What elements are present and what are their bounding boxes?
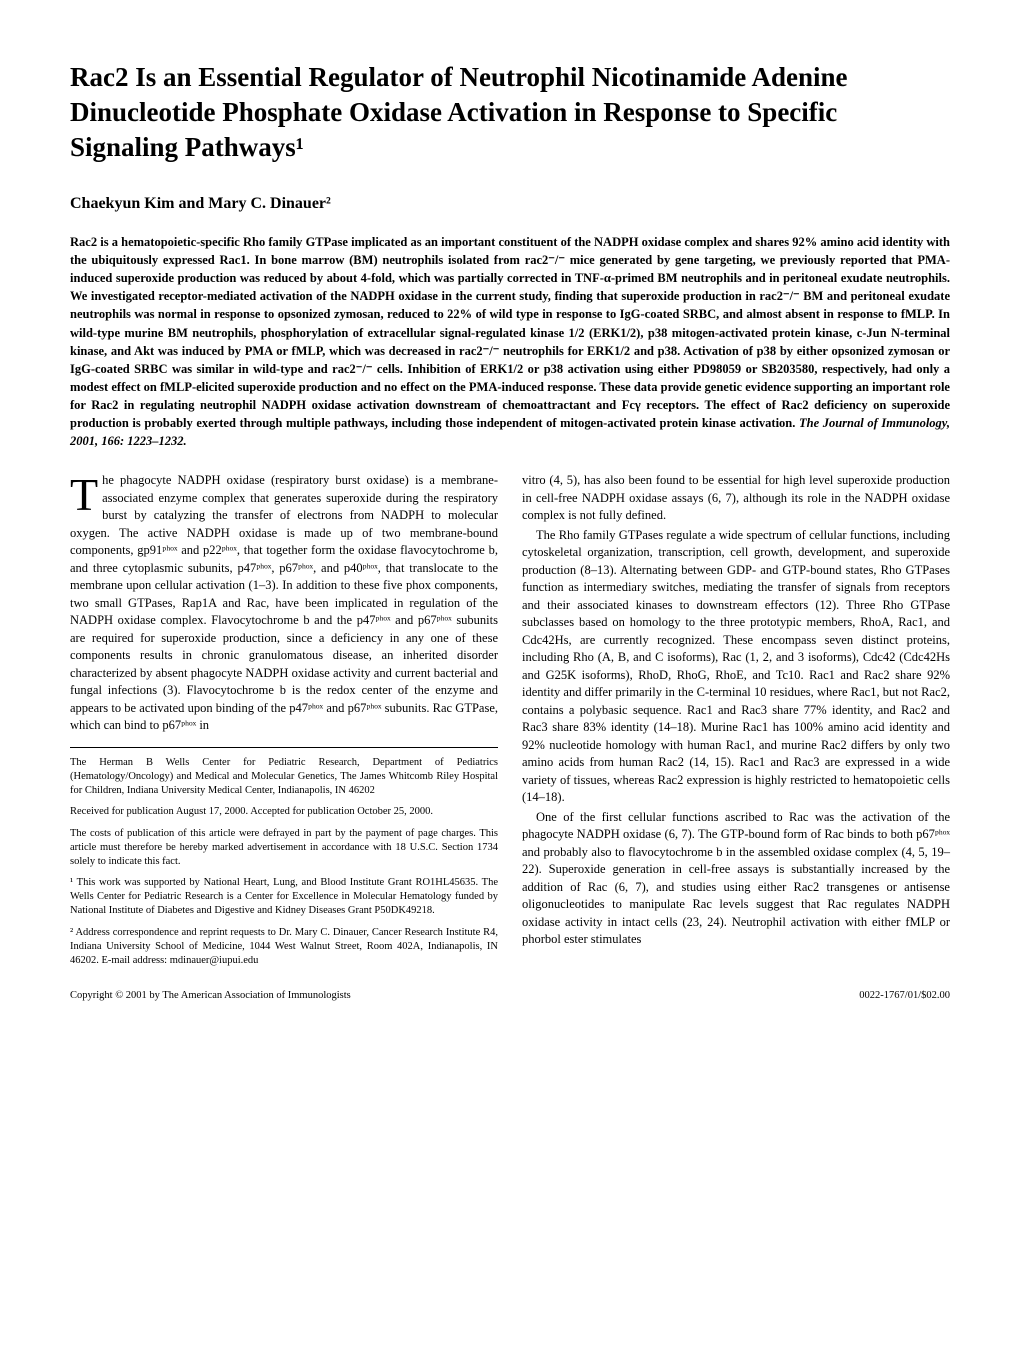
drop-cap: T (70, 472, 102, 514)
body-columns: The phagocyte NADPH oxidase (respiratory… (70, 472, 950, 975)
footnotes: The Herman B Wells Center for Pediatric … (70, 747, 498, 968)
issn-price: 0022-1767/01/$02.00 (859, 989, 950, 1003)
footnote: Received for publication August 17, 2000… (70, 805, 498, 819)
abstract-text: Rac2 is a hematopoietic-specific Rho fam… (70, 235, 950, 430)
left-column: The phagocyte NADPH oxidase (respiratory… (70, 472, 498, 975)
footnote: ¹ This work was supported by National He… (70, 876, 498, 919)
page-footer: Copyright © 2001 by The American Associa… (70, 989, 950, 1003)
body-text: he phagocyte NADPH oxidase (respiratory … (70, 473, 498, 732)
copyright: Copyright © 2001 by The American Associa… (70, 989, 351, 1003)
article-title: Rac2 Is an Essential Regulator of Neutro… (70, 60, 950, 165)
body-paragraph: The Rho family GTPases regulate a wide s… (522, 527, 950, 807)
footnote: ² Address correspondence and reprint req… (70, 926, 498, 969)
body-paragraph: The phagocyte NADPH oxidase (respiratory… (70, 472, 498, 735)
footnote: The costs of publication of this article… (70, 827, 498, 870)
footnote: The Herman B Wells Center for Pediatric … (70, 756, 498, 799)
authors: Chaekyun Kim and Mary C. Dinauer² (70, 193, 950, 215)
right-column: vitro (4, 5), has also been found to be … (522, 472, 950, 975)
abstract: Rac2 is a hematopoietic-specific Rho fam… (70, 233, 950, 451)
body-paragraph: One of the first cellular functions ascr… (522, 809, 950, 949)
body-paragraph: vitro (4, 5), has also been found to be … (522, 472, 950, 525)
